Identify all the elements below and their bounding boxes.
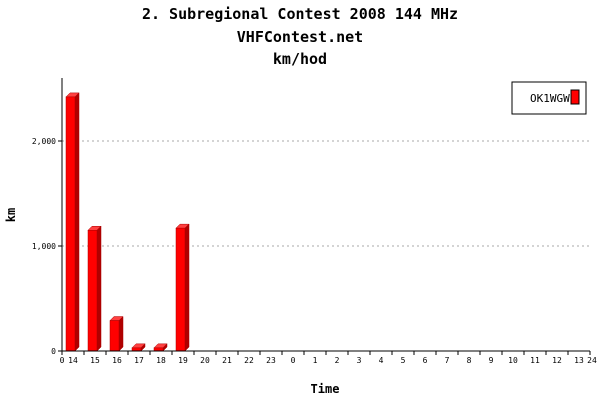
legend: OK1WGW (511, 81, 587, 115)
x-tick-label: 5 (401, 356, 406, 365)
x-tick-label: 3 (357, 356, 362, 365)
x-tick-label: 23 (266, 356, 276, 365)
x-tick-label: 7 (445, 356, 450, 365)
chart-subtitle-site: VHFContest.net (237, 28, 363, 46)
x-tick-label: 9 (489, 356, 494, 365)
x-tick-label: 8 (467, 356, 472, 365)
x-tick-label: 12 (552, 356, 562, 365)
grid-lines (62, 140, 590, 247)
axes (58, 78, 591, 355)
x-axis-end-label: 24 (587, 356, 597, 365)
y-axis-title: km (4, 208, 18, 222)
bar-side (74, 92, 80, 352)
x-axis-start-label: 0 (60, 356, 65, 365)
chart-title: 2. Subregional Contest 2008 144 MHz (142, 5, 458, 23)
bar-side (118, 315, 124, 352)
x-tick-label: 22 (244, 356, 254, 365)
x-tick-label: 17 (134, 356, 144, 365)
x-tick-label: 2 (335, 356, 340, 365)
x-tick-label: 6 (423, 356, 428, 365)
y-tick-label: 1,000 (32, 242, 56, 251)
x-tick-label: 16 (112, 356, 122, 365)
x-tick-label: 0 (291, 356, 296, 365)
x-tick-label: 1 (313, 356, 318, 365)
x-tick-label: 15 (90, 356, 100, 365)
x-tick-label: 10 (508, 356, 518, 365)
x-tick-label: 4 (379, 356, 384, 365)
legend-label: OK1WGW (530, 92, 570, 105)
y-tick-label: 0 (51, 347, 56, 356)
x-tick-label: 19 (178, 356, 188, 365)
bar-side (96, 225, 102, 352)
x-tick-label: 18 (156, 356, 166, 365)
x-tick-label: 14 (68, 356, 78, 365)
bar-side (184, 223, 190, 352)
x-tick-label: 20 (200, 356, 210, 365)
x-tick-label: 11 (530, 356, 540, 365)
chart-subtitle-unit: km/hod (273, 50, 327, 68)
y-tick-label: 2,000 (32, 137, 56, 146)
bars (65, 92, 190, 352)
bar (109, 320, 120, 352)
bar (65, 96, 76, 352)
bar (175, 227, 186, 352)
x-tick-label: 13 (574, 356, 584, 365)
bar (87, 230, 98, 352)
x-tick-label: 21 (222, 356, 232, 365)
legend-swatch (570, 89, 580, 105)
x-axis-title: Time (311, 382, 340, 396)
